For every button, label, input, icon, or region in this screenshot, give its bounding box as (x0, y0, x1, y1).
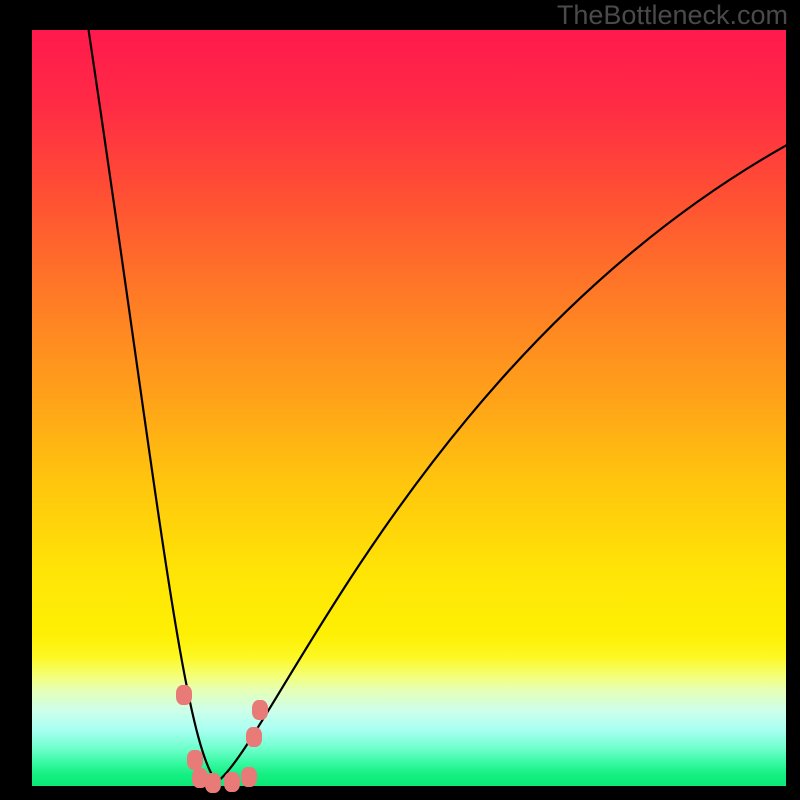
data-marker (224, 772, 240, 792)
data-marker (187, 750, 203, 770)
watermark-text: TheBottleneck.com (557, 0, 788, 31)
data-marker (205, 773, 221, 793)
plot-area (32, 30, 786, 786)
data-marker (176, 685, 192, 705)
data-marker (246, 727, 262, 747)
chart-root: TheBottleneck.com (0, 0, 800, 800)
gradient-background (32, 30, 786, 786)
data-marker (252, 700, 268, 720)
data-marker (241, 767, 257, 787)
